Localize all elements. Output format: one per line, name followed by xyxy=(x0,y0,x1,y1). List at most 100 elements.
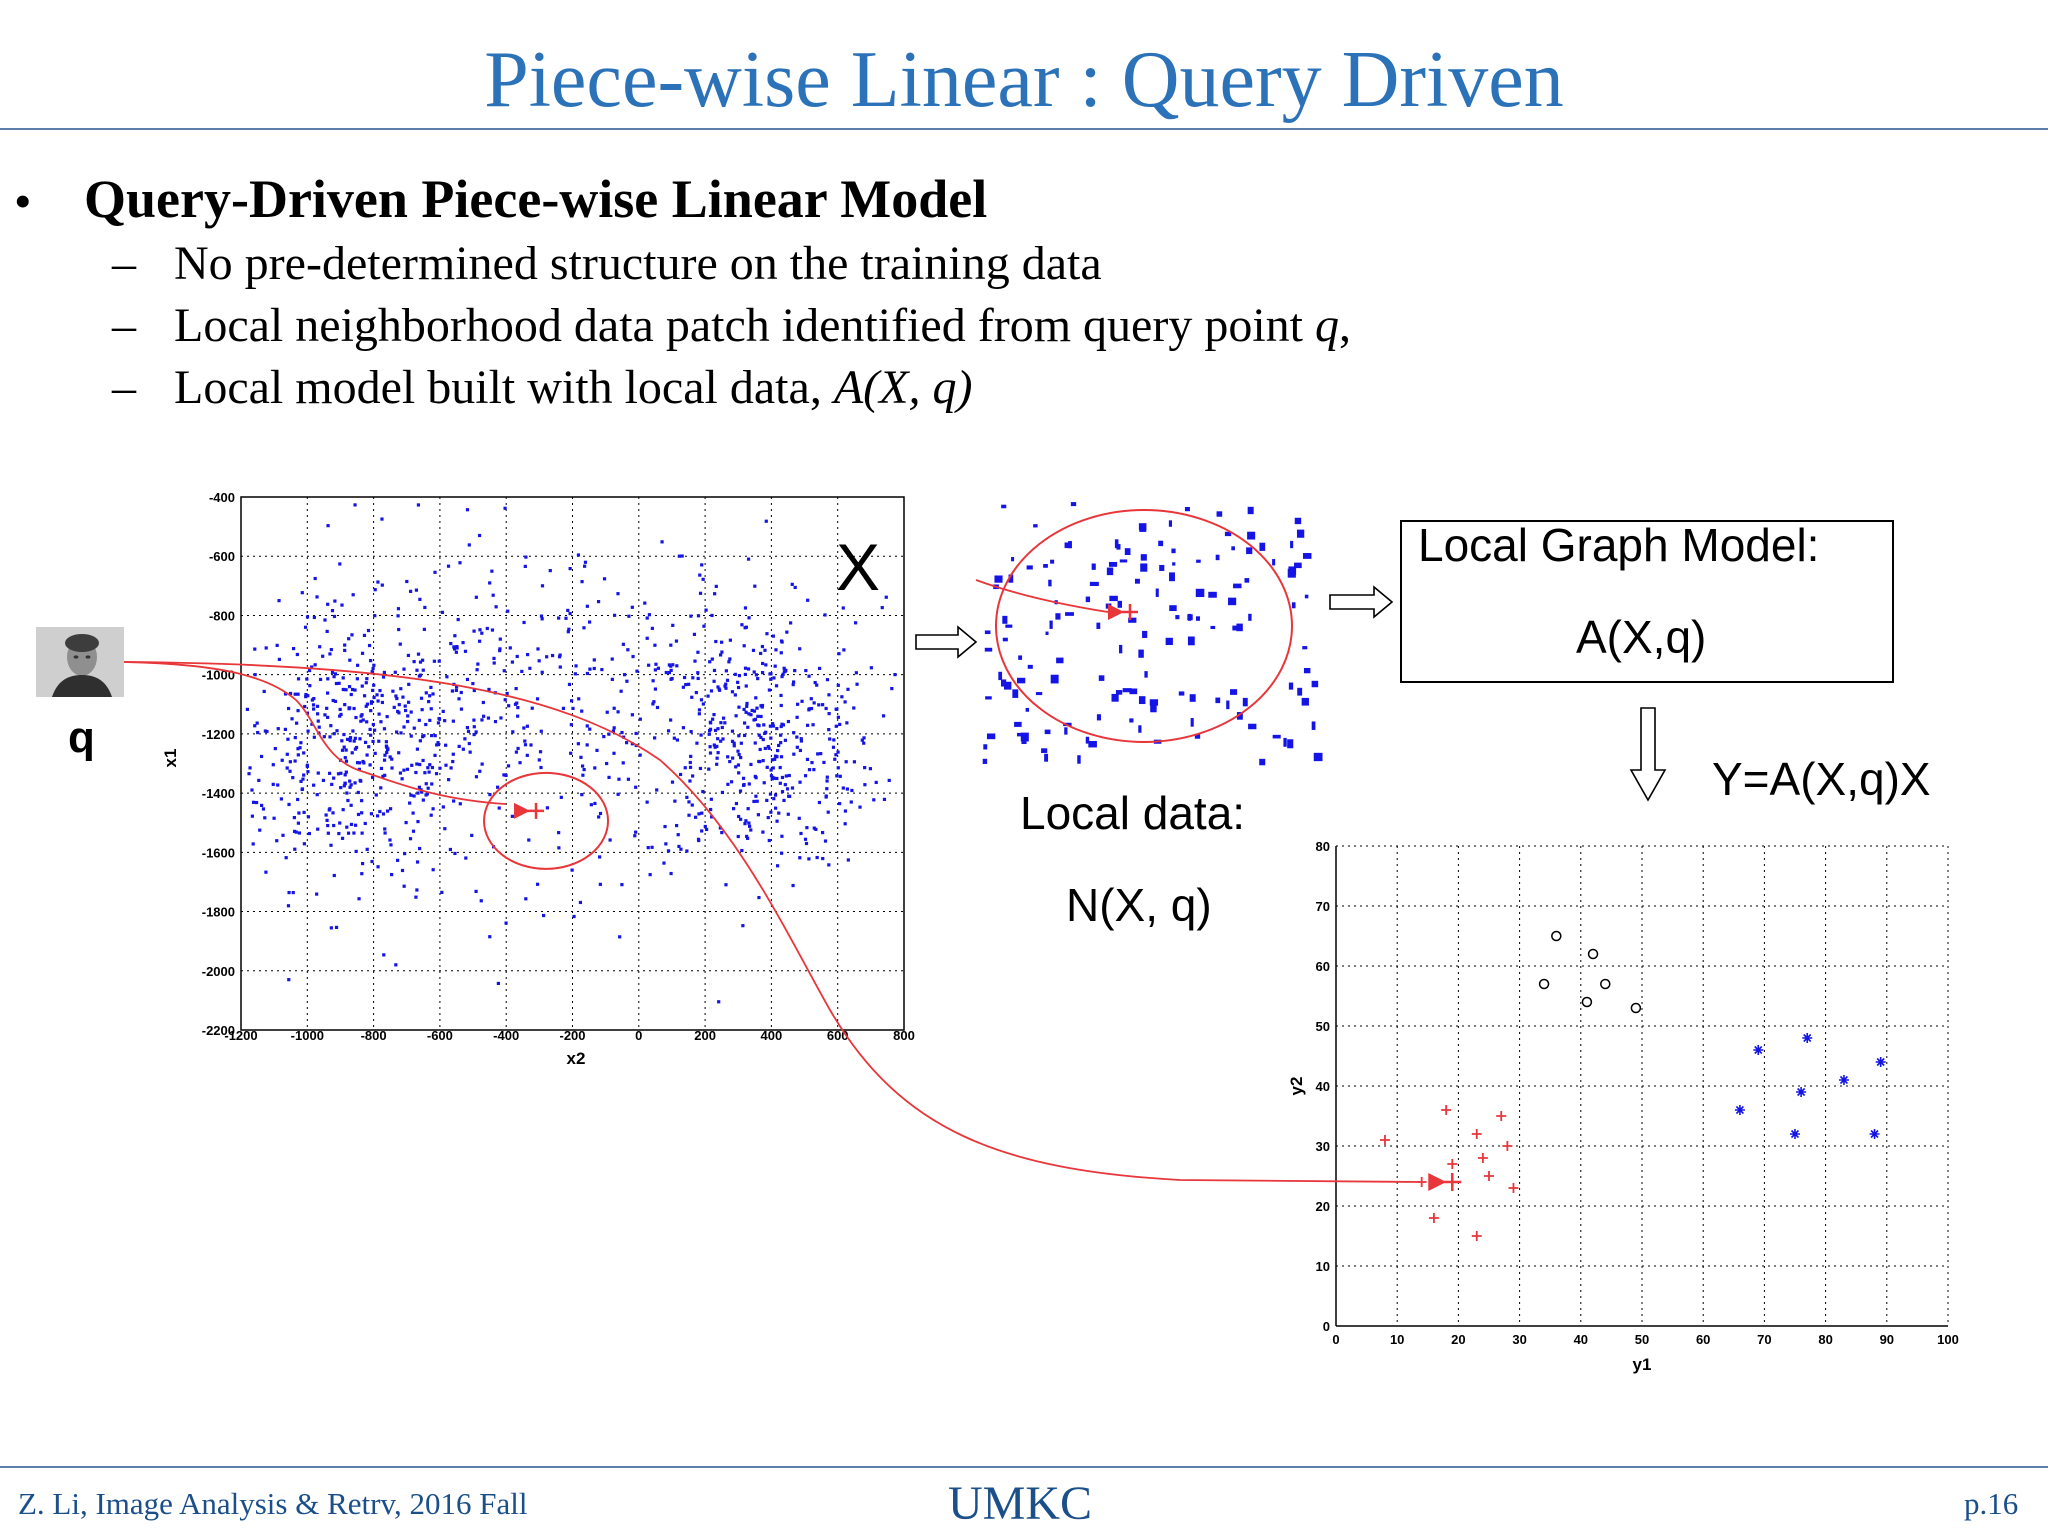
data-point xyxy=(746,725,750,729)
data-point xyxy=(696,837,701,841)
data-point xyxy=(497,806,501,810)
data-point xyxy=(523,564,527,568)
circle-point xyxy=(1600,978,1611,990)
data-point xyxy=(732,741,736,745)
data-point xyxy=(785,630,789,634)
local-point xyxy=(1044,753,1049,762)
data-point xyxy=(786,719,791,724)
data-point xyxy=(675,823,679,828)
slide-title: Piece-wise Linear : Query Driven xyxy=(484,36,1564,124)
data-point xyxy=(340,739,344,743)
local-point xyxy=(1288,682,1294,690)
data-point xyxy=(620,883,624,887)
local-point xyxy=(1232,625,1237,631)
data-point xyxy=(811,723,815,727)
data-point xyxy=(294,830,298,834)
data-point xyxy=(408,837,413,841)
local-point xyxy=(1189,694,1196,702)
data-point xyxy=(418,597,422,601)
data-point xyxy=(369,701,374,705)
data-point xyxy=(477,533,482,538)
data-point xyxy=(558,653,562,657)
x-tick-label: 10 xyxy=(1390,1332,1404,1347)
data-point xyxy=(822,760,826,765)
data-point xyxy=(426,786,430,790)
query-curve-output xyxy=(123,661,1421,1183)
data-point xyxy=(706,694,710,698)
data-point xyxy=(306,729,310,733)
data-point xyxy=(610,677,614,681)
local-neighborhood-circle xyxy=(995,509,1293,743)
data-point xyxy=(415,762,419,766)
local-point xyxy=(1208,591,1217,598)
data-point xyxy=(261,807,266,811)
local-point xyxy=(1138,725,1142,733)
data-point xyxy=(568,611,572,616)
data-point xyxy=(529,743,533,747)
local-point xyxy=(1184,506,1190,512)
data-point xyxy=(390,766,394,770)
local-point xyxy=(1215,554,1220,561)
data-point xyxy=(720,650,724,654)
local-point xyxy=(1108,561,1118,567)
data-point xyxy=(761,830,765,834)
y-tick-label: -400 xyxy=(209,490,235,505)
local-point xyxy=(1002,615,1008,624)
data-point xyxy=(318,645,322,649)
star-point xyxy=(1796,1087,1807,1097)
data-point xyxy=(310,665,314,669)
data-point xyxy=(602,734,606,739)
local-point xyxy=(1035,692,1043,696)
x-tick-label: -800 xyxy=(361,1028,387,1043)
data-point xyxy=(630,713,634,717)
data-point xyxy=(330,609,335,613)
data-point xyxy=(485,626,489,631)
data-point xyxy=(397,751,401,755)
data-point xyxy=(494,605,498,609)
data-point xyxy=(338,707,342,712)
data-point xyxy=(300,591,304,595)
university-logo: UMKC xyxy=(948,1477,1093,1530)
data-point xyxy=(618,935,622,939)
output-scatter-plot: 0 10 20 30 40 50 60 70 80 90 100 0 10 20 30 40 50 60 70 80 y… xyxy=(1287,839,1959,1374)
x-tick-label: 100 xyxy=(1937,1332,1959,1347)
data-point xyxy=(769,677,773,681)
data-point xyxy=(765,765,769,769)
data-point xyxy=(247,772,251,776)
data-point xyxy=(296,692,300,696)
data-point xyxy=(666,729,671,733)
local-point xyxy=(1272,734,1281,739)
data-point xyxy=(353,688,357,692)
data-point xyxy=(680,554,684,558)
data-point xyxy=(486,716,491,720)
data-point xyxy=(585,743,589,747)
data-point xyxy=(370,859,374,864)
data-point xyxy=(799,737,803,741)
data-point xyxy=(346,831,351,835)
data-point xyxy=(625,679,629,683)
data-point xyxy=(791,883,795,888)
data-point xyxy=(414,770,418,775)
data-point xyxy=(323,618,327,622)
data-point xyxy=(821,703,825,707)
data-point xyxy=(389,843,393,847)
data-point xyxy=(823,839,828,843)
data-point xyxy=(491,593,495,597)
data-point xyxy=(712,679,716,683)
data-point xyxy=(402,768,406,772)
data-point xyxy=(385,750,389,755)
data-point xyxy=(420,708,424,712)
data-point xyxy=(826,810,830,814)
data-point xyxy=(538,750,543,754)
data-point xyxy=(398,642,402,646)
data-point xyxy=(752,718,756,722)
data-point xyxy=(332,732,336,736)
data-point xyxy=(884,595,888,599)
data-point xyxy=(373,751,377,755)
x-tick-label: 400 xyxy=(761,1028,783,1043)
data-point xyxy=(758,747,762,752)
data-point xyxy=(714,639,718,644)
local-point xyxy=(1025,707,1030,712)
data-point xyxy=(734,714,738,718)
